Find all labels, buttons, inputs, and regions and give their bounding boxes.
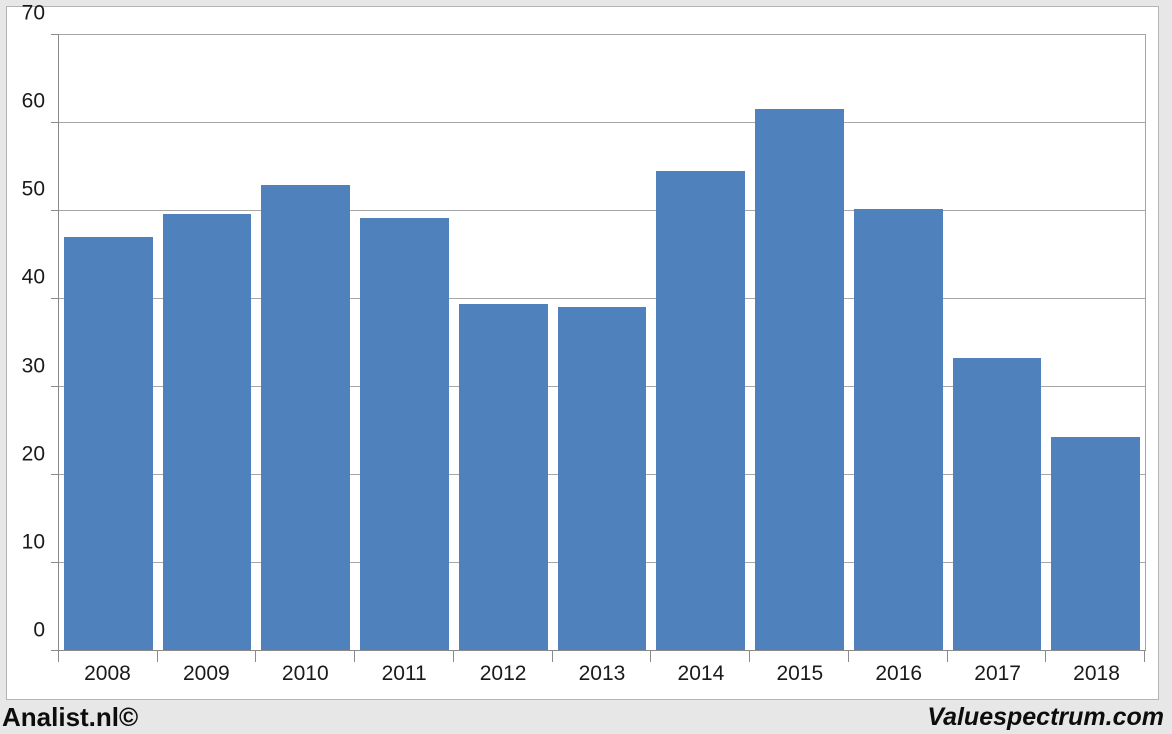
y-axis-tick-label: 30 [21, 354, 45, 378]
x-tick-mark [847, 651, 849, 662]
x-tick-mark [946, 651, 948, 662]
bar-2015 [755, 108, 844, 650]
y-tick-mark [51, 34, 58, 35]
y-tick-mark [51, 474, 58, 476]
y-axis-tick-label: 10 [21, 530, 45, 554]
x-axis-tick-label-2008: 2008 [84, 662, 131, 685]
x-axis-tick-label-2016: 2016 [875, 662, 923, 685]
bar-2008 [64, 237, 153, 650]
x-axis-tick-label-2010: 2010 [281, 662, 329, 685]
x-tick-mark [452, 651, 454, 662]
x-axis-tick-label-2015: 2015 [776, 662, 824, 685]
x-axis: 2008 2009 2010 2011 2012 2013 2014 2015 2016 2017… [58, 651, 1146, 699]
y-axis-tick-label: 40 [21, 265, 45, 289]
x-tick-mark [1045, 651, 1047, 662]
y-tick-mark [51, 210, 58, 211]
y-axis-tick-label: 60 [21, 89, 45, 113]
x-axis-tick-label-2011: 2011 [381, 662, 427, 685]
x-tick-mark [650, 651, 652, 662]
gridline-y-60 [59, 122, 1145, 123]
plot-area [51, 34, 1146, 662]
chart-frame: 0 10 20 30 40 50 60 70 2008 2009 2010 2011 2012 2013… [6, 3, 1159, 700]
x-tick-mark [551, 651, 553, 662]
bar-2010 [261, 185, 351, 650]
y-tick-mark [51, 650, 58, 651]
bar-2012 [458, 304, 548, 650]
bar-2013 [557, 306, 647, 650]
bar-2018 [1051, 437, 1140, 650]
x-tick-mark [156, 651, 158, 662]
bar-2009 [162, 213, 252, 650]
y-axis-tick-label: 20 [21, 442, 45, 466]
x-tick-mark [354, 651, 356, 662]
gridline-y-50 [59, 210, 1145, 211]
x-tick-mark [255, 651, 257, 662]
x-axis-tick-label-2014: 2014 [677, 662, 725, 685]
valuespectrum-credit: Valuespectrum.com [927, 702, 1164, 731]
y-axis-tick-label: 50 [21, 177, 45, 201]
y-axis-tick-label: 0 [33, 618, 45, 642]
y-tick-mark [51, 122, 58, 123]
x-tick-mark [1144, 651, 1145, 662]
x-tick-mark [749, 651, 751, 662]
x-axis-tick-label-2012: 2012 [479, 662, 527, 685]
bar-2017 [952, 357, 1042, 650]
bar-2016 [853, 209, 943, 650]
y-tick-mark [51, 562, 58, 564]
footer: Analist.nl© Valuespectrum.com [0, 700, 1172, 734]
y-axis: 0 10 20 30 40 50 60 70 [7, 3, 58, 651]
x-axis-tick-label-2009: 2009 [183, 662, 230, 685]
y-axis-tick-label: 70 [21, 1, 45, 25]
x-axis-tick-label-2017: 2017 [974, 662, 1021, 685]
gridline-y-40 [59, 298, 1145, 300]
x-tick-mark [58, 651, 59, 662]
gridline-y-70 [59, 34, 1145, 35]
analist-credit: Analist.nl© [2, 702, 139, 732]
y-tick-mark [51, 298, 58, 300]
x-axis-tick-label-2018: 2018 [1073, 662, 1120, 685]
bar-2014 [656, 171, 746, 650]
y-tick-mark [51, 386, 58, 387]
bar-2011 [360, 217, 449, 650]
x-axis-tick-label-2013: 2013 [578, 662, 626, 685]
